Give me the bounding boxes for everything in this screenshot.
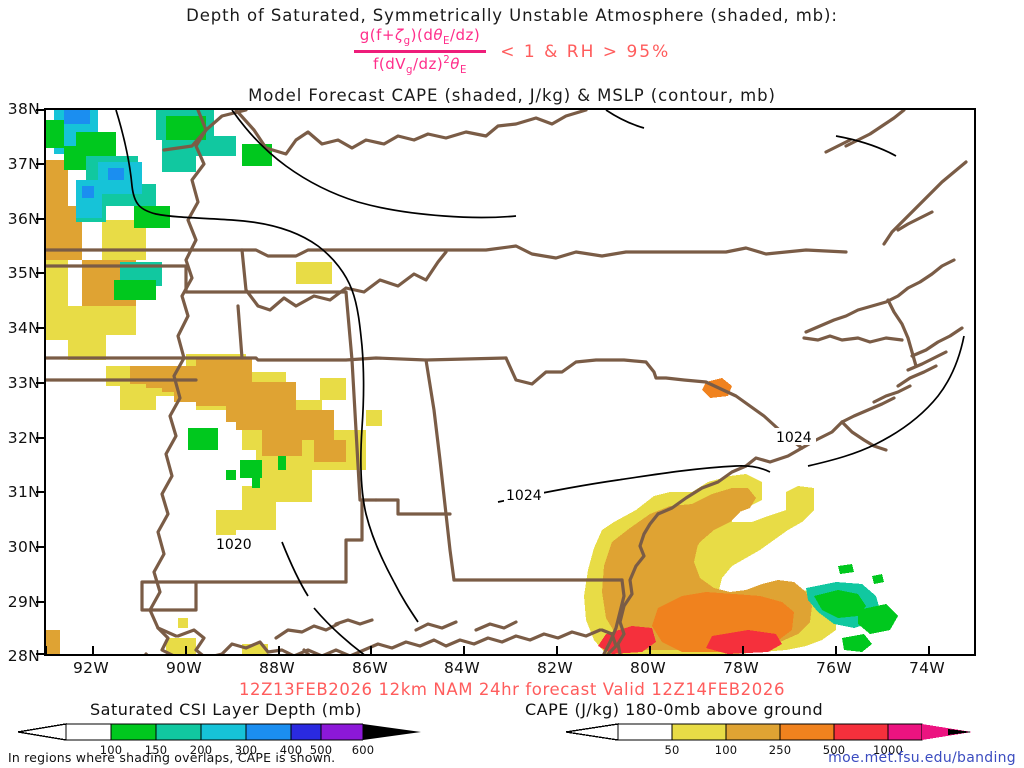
csi-swatch-150 — [155, 723, 202, 741]
formula-condition: < 1 & RH > 95% — [500, 41, 671, 62]
x-tick-92w: 92W — [73, 659, 109, 677]
y-tick-34n: 34N — [7, 319, 40, 337]
cape-tick-500: 500 — [822, 743, 846, 757]
cape-over-wedge — [922, 724, 972, 740]
csi-under-arrow — [17, 723, 67, 741]
cape-tick-100: 100 — [714, 743, 738, 757]
axis-ticks — [46, 646, 930, 654]
cape-swatch-250 — [779, 723, 835, 741]
cape-tick-250: 250 — [768, 743, 792, 757]
cape-over-arrow — [948, 729, 972, 735]
x-tick-78w: 78W — [723, 659, 759, 677]
contour-label-1024-west: 1024 — [506, 488, 542, 504]
x-tick-88w: 88W — [259, 659, 295, 677]
y-tick-28n: 28N — [7, 647, 40, 665]
csi-tick-200: 200 — [189, 743, 213, 757]
csi-colorbar[interactable] — [17, 722, 364, 742]
csi-tick-150: 150 — [144, 743, 168, 757]
x-tick-86w: 86W — [352, 659, 388, 677]
csi-over-arrow — [363, 722, 421, 742]
csi-colorbar-title: Saturated CSI Layer Depth (mb) — [90, 700, 362, 719]
cape-tick-50: 50 — [664, 743, 680, 757]
x-tick-76w: 76W — [816, 659, 852, 677]
cape-under-arrow — [565, 723, 619, 741]
x-tick-90w: 90W — [166, 659, 202, 677]
formula-divider — [353, 49, 487, 53]
cape-tick-1000: 1000 — [872, 743, 904, 757]
contour-label-1020: 1020 — [216, 537, 252, 553]
forecast-map[interactable]: 1024 1024 1020 — [44, 108, 976, 656]
page-title-bottom: Model Forecast CAPE (shaded, J/kg) & MSL… — [248, 86, 776, 105]
page-title-top: Depth of Saturated, Symmetrically Unstab… — [186, 6, 838, 25]
political-boundaries — [46, 110, 968, 654]
x-tick-80w: 80W — [630, 659, 666, 677]
csi-tick-400: 400 — [279, 743, 303, 757]
y-tick-32n: 32N — [7, 429, 40, 447]
contour-label-1024-east: 1024 — [776, 430, 812, 446]
x-tick-74w: 74W — [909, 659, 945, 677]
criterion-formula: g(f+ζg)(dθE/dz) f(dVg/dz)2θE < 1 & RH > … — [0, 26, 1024, 76]
y-tick-36n: 36N — [7, 210, 40, 228]
formula-denominator: f(dVg/dz)2θE — [373, 54, 467, 76]
shading-layer — [46, 110, 898, 654]
x-tick-82w: 82W — [537, 659, 573, 677]
map-canvas: 1024 1024 1020 — [46, 110, 968, 654]
csi-swatch-0 — [65, 723, 112, 741]
cape-swatch-100 — [725, 723, 781, 741]
forecast-valid-line: 12Z13FEB2026 12km NAM 24hr forecast Vali… — [238, 680, 786, 699]
y-tick-29n: 29N — [7, 593, 40, 611]
source-url[interactable]: moe.met.fsu.edu/banding — [828, 750, 1016, 766]
y-axis-ticks — [36, 109, 46, 655]
csi-swatch-300 — [245, 723, 292, 741]
mslp-contours — [115, 110, 965, 654]
csi-tick-600: 600 — [351, 743, 375, 757]
formula-numerator: g(f+ζg)(dθE/dz) — [359, 26, 481, 47]
csi-swatch-400 — [290, 723, 322, 741]
csi-tick-300: 300 — [234, 743, 258, 757]
y-tick-31n: 31N — [7, 483, 40, 501]
contour-label-group: 1024 1024 1020 — [214, 428, 816, 553]
overlap-note: In regions where shading overlaps, CAPE … — [8, 750, 336, 765]
y-tick-37n: 37N — [7, 155, 40, 173]
y-tick-38n: 38N — [7, 100, 40, 118]
cape-colorbar[interactable] — [565, 722, 972, 742]
cape-colorbar-title: CAPE (J/kg) 180-0mb above ground — [525, 700, 824, 719]
csi-swatch-500 — [320, 723, 364, 741]
formula-fraction: g(f+ζg)(dθE/dz) f(dVg/dz)2θE — [353, 26, 487, 76]
cape-swatch-50 — [671, 723, 727, 741]
y-tick-35n: 35N — [7, 264, 40, 282]
x-tick-84w: 84W — [444, 659, 480, 677]
csi-tick-100: 100 — [99, 743, 123, 757]
cape-swatch-1000 — [887, 723, 923, 741]
csi-swatch-100 — [110, 723, 157, 741]
y-tick-33n: 33N — [7, 374, 40, 392]
cape-swatch-0 — [617, 723, 673, 741]
csi-tick-500: 500 — [309, 743, 333, 757]
cape-swatch-500 — [833, 723, 889, 741]
csi-swatch-200 — [200, 723, 247, 741]
y-tick-30n: 30N — [7, 538, 40, 556]
